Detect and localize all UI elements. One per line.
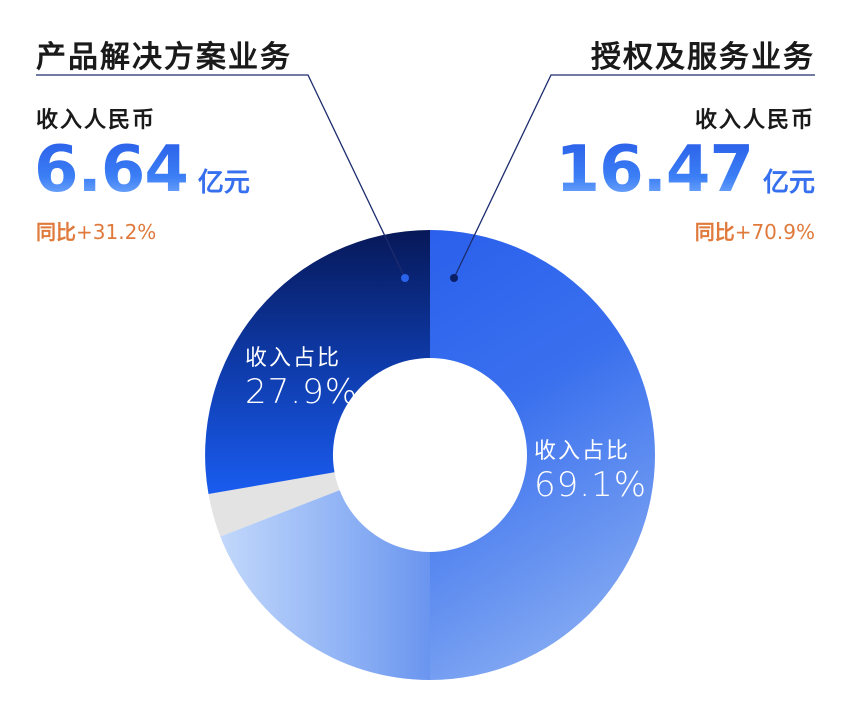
segment-licensing-upper [430, 230, 655, 680]
left-revenue-label: 收入人民币 [36, 108, 157, 133]
right-revenue: 16.47 亿元 [556, 138, 815, 202]
right-yoy-label: 同比 [694, 220, 735, 244]
leader-line-right [453, 74, 815, 279]
segment-other [208, 472, 340, 537]
right-share-label: 收入占比 [534, 439, 631, 464]
right-yoy: 同比+70.9% [695, 216, 815, 245]
right-revenue-label: 收入人民币 [694, 108, 815, 133]
right-share: 收入占比 69.1% [534, 433, 647, 505]
right-revenue-value: 16.47 [555, 133, 754, 207]
left-business-title: 产品解决方案业务 [36, 40, 292, 75]
left-yoy: 同比+31.2% [36, 216, 156, 245]
left-share-value: 27.9% [245, 372, 359, 412]
left-share-label: 收入占比 [245, 346, 342, 371]
left-revenue: 6.64 亿元 [34, 138, 250, 202]
leader-line-left [36, 74, 406, 279]
right-business-title: 授权及服务业务 [591, 40, 815, 75]
left-yoy-label: 同比 [36, 220, 76, 244]
leader-dot-right [450, 274, 458, 282]
segment-licensing-lower [220, 490, 430, 680]
segment-product [205, 230, 430, 494]
right-share-value: 69.1% [534, 465, 648, 505]
right-yoy-value: +70.9% [734, 220, 815, 244]
left-yoy-value: +31.2% [76, 220, 157, 244]
left-revenue-value: 6.64 [34, 133, 189, 207]
left-share: 收入占比 27.9% [245, 340, 358, 412]
left-revenue-unit: 亿元 [197, 168, 250, 198]
leader-dot-left [401, 274, 409, 282]
right-revenue-unit: 亿元 [762, 168, 815, 198]
